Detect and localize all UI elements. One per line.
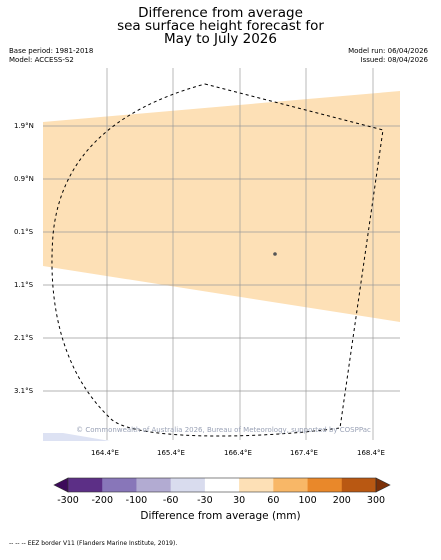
colorbar-tick-label: -300 [57, 495, 79, 506]
lat-label: 2.1°S [14, 334, 34, 342]
colorbar-tick-label: -200 [91, 495, 113, 506]
title-line-2: sea surface height forecast for [117, 18, 324, 34]
eez-legend: -- -- -- EEZ border V11 (Flanders Marine… [9, 540, 178, 547]
colorbar-segment [204, 478, 240, 492]
colorbar-segment [102, 478, 137, 492]
colorbar-tick-label: -100 [125, 495, 148, 506]
lon-label: 164.4°E [91, 449, 119, 457]
colorbar-segments [53, 477, 391, 493]
colorbar-extend-high [375, 477, 391, 493]
colorbar-extend-low [53, 477, 69, 493]
colorbar-segment [239, 478, 274, 492]
lat-label: 0.1°S [14, 228, 34, 236]
lat-label: 1.1°S [14, 281, 34, 289]
meta-left: Base period: 1981-2018 Model: ACCESS-S2 [9, 47, 93, 65]
colorbar-outline [67, 477, 377, 493]
colorbar-segment [307, 478, 343, 492]
colorbar-title: Difference from average (mm) [140, 510, 301, 522]
colorbar-segment [170, 478, 206, 492]
lat-label: 0.9°N [14, 175, 34, 183]
meta-right: Model run: 06/04/2026 Issued: 08/04/2026 [348, 47, 428, 65]
colorbar-segment [68, 478, 103, 492]
colorbar-tick-label: 60 [267, 495, 280, 506]
gridlines [43, 68, 400, 440]
lon-label: 165.4°E [157, 449, 185, 457]
colorbar-tick-label: 30 [233, 495, 246, 506]
title-line-1: Difference from average [138, 5, 303, 21]
model-name: Model: ACCESS-S2 [9, 56, 74, 64]
lat-label: 3.1°S [14, 387, 34, 395]
lat-label: 1.9°N [14, 122, 34, 130]
colorbar-segment [136, 478, 171, 492]
anomaly-band [43, 91, 400, 322]
lon-label: 168.4°E [357, 449, 385, 457]
colorbar-tick-label: 100 [298, 495, 317, 506]
eez-border [51, 83, 384, 437]
colorbar-segment [341, 478, 377, 492]
copyright-watermark: © Commonwealth of Australia 2026, Bureau… [76, 426, 371, 434]
lon-label: 167.4°E [290, 449, 318, 457]
colorbar-tick-label: 200 [332, 495, 351, 506]
land-strip [43, 433, 110, 441]
colorbar-tick-label: 300 [366, 495, 386, 506]
title-line-3: May to July 2026 [164, 31, 277, 47]
colorbar-tick-label: -60 [162, 495, 179, 506]
issued-date: Issued: 08/04/2026 [360, 56, 428, 64]
base-period: Base period: 1981-2018 [9, 47, 94, 55]
island-marker [273, 252, 277, 256]
model-run: Model run: 06/04/2026 [348, 47, 428, 55]
colorbar-tick-label: -30 [197, 495, 213, 506]
colorbar-segment [273, 478, 308, 492]
map-title: Difference from average sea surface heig… [0, 5, 441, 47]
lon-label: 166.4°E [224, 449, 252, 457]
